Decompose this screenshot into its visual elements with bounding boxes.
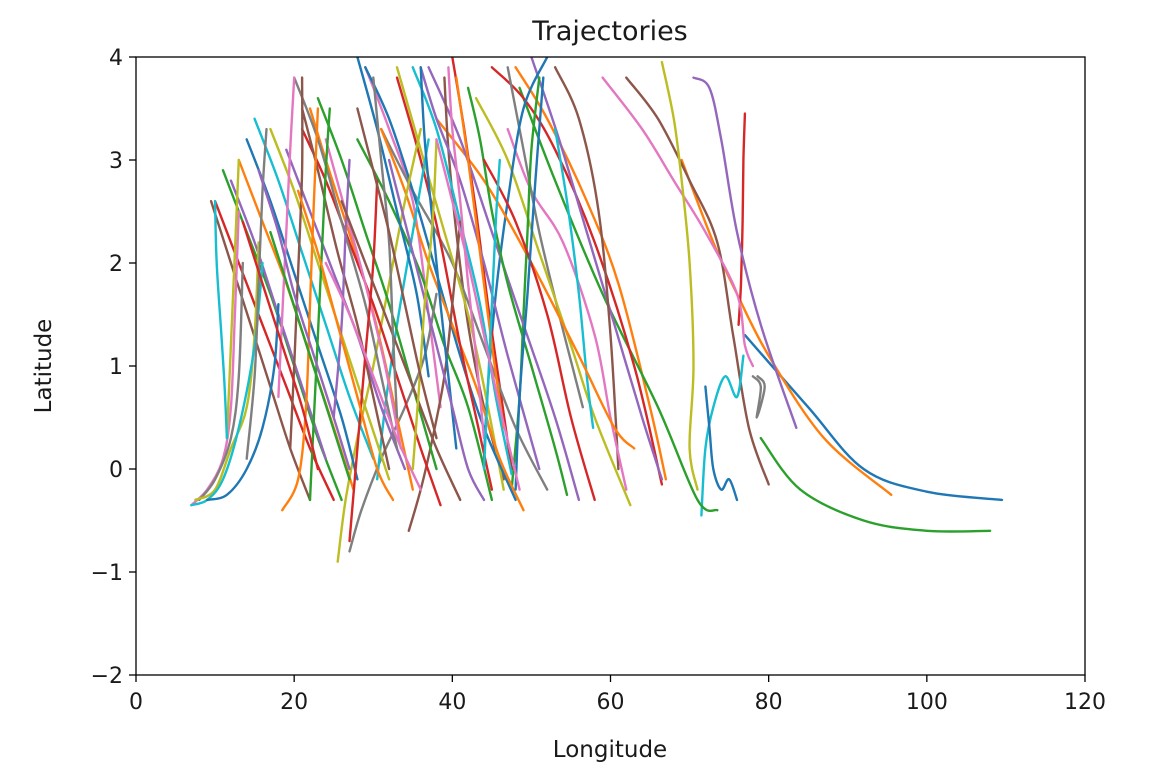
trajectory-line — [482, 158, 501, 471]
trajectory-line — [518, 86, 719, 513]
trajectory-line — [340, 200, 462, 502]
trajectory-line — [553, 66, 620, 471]
trajectory-line — [751, 375, 766, 419]
trajectory-line — [253, 117, 375, 460]
y-tick-label: 4 — [109, 46, 123, 71]
trajectory-line — [356, 107, 438, 440]
trajectory-line — [225, 158, 240, 440]
trajectory-line — [692, 76, 798, 429]
trajectory-line — [206, 303, 280, 502]
trajectory-line — [419, 66, 458, 450]
x-tick-label: 80 — [755, 690, 783, 715]
trajectory-line — [680, 158, 893, 496]
trajectory-line — [625, 76, 770, 486]
trajectory-line — [435, 117, 636, 450]
trajectory-line — [332, 158, 351, 419]
y-tick-label: −2 — [91, 664, 123, 689]
trajectory-line — [245, 138, 359, 481]
trajectory-line — [300, 107, 391, 471]
x-tick-label: 100 — [906, 690, 948, 715]
x-axis: 0 20 40 60 80 100 120 — [129, 675, 1106, 715]
y-tick-label: 3 — [109, 149, 123, 174]
trajectory-line — [700, 354, 745, 517]
trajectory-line — [380, 127, 525, 512]
trajectory-line — [372, 76, 399, 419]
chart-title: Trajectories — [531, 16, 688, 47]
trajectory-line — [455, 76, 505, 429]
x-tick-label: 0 — [129, 690, 143, 715]
y-tick-label: 1 — [109, 355, 123, 380]
x-axis-label: Longitude — [553, 737, 667, 763]
y-tick-label: 2 — [109, 252, 123, 277]
y-tick-label: −1 — [91, 561, 123, 586]
y-axis-label: Latitude — [31, 319, 57, 414]
plot-area — [190, 57, 1004, 563]
trajectory-line — [245, 127, 268, 460]
trajectory-line — [213, 200, 229, 440]
y-tick-label: 0 — [109, 458, 123, 483]
trajectory-line — [411, 138, 438, 471]
trajectory-line — [514, 66, 668, 481]
trajectory-line — [198, 261, 244, 502]
trajectory-line — [289, 76, 304, 450]
trajectory-line — [296, 189, 395, 502]
trajectory-line — [601, 76, 755, 368]
trajectory-line — [324, 261, 422, 491]
trajectory-line — [427, 66, 581, 502]
trajectory-line — [194, 241, 260, 502]
trajectory-line — [660, 60, 699, 491]
y-axis: −2 −1 0 1 2 3 4 — [91, 46, 136, 689]
x-tick-label: 20 — [280, 690, 308, 715]
trajectory-line — [759, 436, 992, 533]
trajectory-line — [482, 158, 596, 502]
x-tick-label: 120 — [1064, 690, 1106, 715]
trajectory-line — [411, 66, 513, 476]
series-layer — [190, 57, 1004, 563]
trajectory-line — [336, 127, 422, 563]
trajectory-line — [308, 107, 331, 502]
trajectory-line — [356, 138, 494, 502]
x-tick-label: 40 — [438, 690, 466, 715]
trajectory-line — [376, 138, 430, 481]
trajectory-line — [435, 138, 521, 491]
trajectory-line — [737, 112, 747, 326]
trajectory-line — [356, 57, 430, 378]
trajectory-line — [514, 76, 545, 491]
trajectory-line — [395, 76, 494, 491]
trajectory-line — [257, 169, 351, 471]
trajectory-line — [704, 385, 739, 502]
trajectory-line — [553, 127, 595, 429]
trajectory-line — [490, 66, 664, 486]
trajectory-line — [364, 66, 442, 409]
x-tick-label: 60 — [597, 690, 625, 715]
trajectory-line — [474, 97, 632, 507]
trajectory-line — [324, 138, 403, 450]
trajectory-line — [387, 158, 486, 502]
trajectory-line — [269, 230, 351, 481]
trajectory-line — [466, 86, 569, 496]
trajectory-line — [506, 66, 584, 409]
trajectory-line — [241, 220, 320, 471]
